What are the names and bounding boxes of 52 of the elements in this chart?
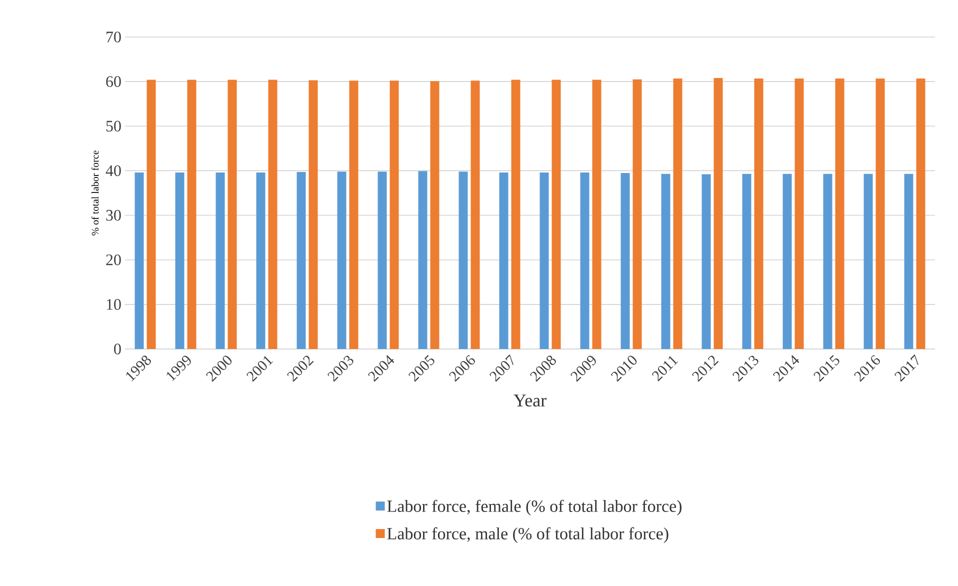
bar — [754, 78, 764, 349]
y-tick-label: 20 — [106, 254, 121, 266]
bar — [702, 174, 711, 349]
bar — [552, 80, 561, 349]
bar — [904, 174, 914, 349]
bar — [876, 78, 885, 349]
bar — [620, 172, 630, 349]
y-tick-label: 10 — [106, 299, 121, 310]
bar — [175, 172, 184, 349]
bar — [228, 80, 237, 349]
bar — [390, 80, 399, 349]
bar — [673, 78, 682, 349]
y-tick-label: 40 — [106, 165, 121, 176]
legend-label: Labor force, female (% of total labor force) — [387, 500, 682, 516]
bar — [580, 172, 590, 349]
y-tick-label: 50 — [106, 120, 121, 132]
bar — [661, 174, 670, 349]
legend-label: Labor force, male (% of total labor force) — [387, 527, 668, 543]
bar — [349, 80, 358, 349]
bar — [308, 80, 318, 349]
bar — [296, 172, 306, 349]
x-axis-title: Year — [514, 394, 546, 407]
bar — [511, 80, 520, 349]
bar — [378, 172, 387, 349]
bar — [540, 172, 549, 349]
bar — [794, 78, 804, 349]
bar — [268, 80, 278, 349]
bar — [216, 172, 225, 349]
bar — [742, 174, 752, 349]
bar — [835, 78, 844, 349]
bar — [458, 172, 468, 349]
bar — [714, 78, 723, 349]
bar — [499, 172, 508, 349]
bar — [134, 172, 144, 349]
bar — [146, 80, 156, 349]
bar — [337, 172, 346, 349]
bar — [782, 174, 792, 349]
bar — [864, 174, 873, 349]
y-axis-title: % of total labor force — [91, 150, 99, 236]
bar — [418, 171, 428, 349]
bar — [916, 78, 926, 349]
y-tick-label: 30 — [106, 210, 121, 221]
y-tick-label: 60 — [106, 76, 121, 87]
y-tick-label: 70 — [106, 32, 121, 42]
bar — [632, 79, 642, 349]
bar — [470, 80, 480, 349]
bar — [430, 81, 440, 349]
bar — [592, 80, 602, 349]
bar — [187, 80, 196, 349]
y-tick-label: 0 — [114, 344, 121, 354]
bar — [823, 174, 832, 349]
bar — [256, 172, 266, 349]
